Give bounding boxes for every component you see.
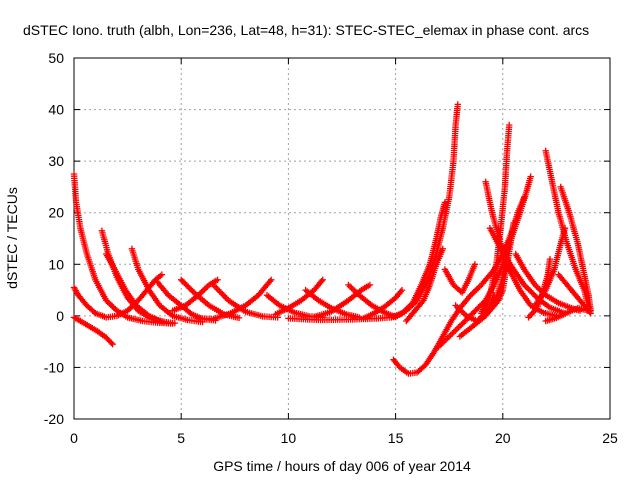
x-tick-label: 20 bbox=[495, 430, 511, 446]
ticks: 0 5 10 15 20 25 -20 -10 0 10 20 30 40 50 bbox=[44, 50, 618, 446]
x-tick-label: 15 bbox=[388, 430, 404, 446]
data-series-markers bbox=[452, 292, 498, 325]
data-series-arc11 bbox=[195, 276, 275, 323]
data-series-arc20 bbox=[403, 245, 446, 325]
data-series-markers bbox=[388, 199, 449, 321]
plot-frame bbox=[73, 57, 611, 420]
data-series-markers bbox=[169, 276, 221, 314]
y-axis-label: dSTEC / TECUs bbox=[4, 187, 20, 289]
data-series-markers bbox=[103, 250, 174, 327]
y-tick-label: -10 bbox=[44, 359, 64, 375]
data-series-markers bbox=[195, 276, 275, 323]
data-series-markers bbox=[390, 194, 528, 377]
data-series-markers bbox=[557, 183, 594, 314]
y-tick-label: 30 bbox=[48, 153, 64, 169]
y-tick-label: 50 bbox=[48, 50, 64, 66]
data-series-arc28 bbox=[486, 219, 517, 314]
x-tick-label: 5 bbox=[177, 430, 185, 446]
data-layer bbox=[70, 101, 594, 377]
data-series-markers bbox=[478, 121, 513, 317]
x-tick-label: 25 bbox=[602, 430, 618, 446]
data-series-arc34 bbox=[557, 183, 594, 314]
data-series-arc1 bbox=[70, 170, 176, 327]
grid bbox=[74, 58, 610, 419]
chart-title: dSTEC Iono. truth (albh, Lon=236, Lat=48… bbox=[23, 22, 589, 38]
y-tick-label: 0 bbox=[56, 308, 64, 324]
data-series-markers bbox=[70, 314, 116, 348]
data-series-arc6 bbox=[128, 245, 206, 326]
data-series-arc21 bbox=[390, 194, 528, 377]
data-series-arc5 bbox=[103, 250, 174, 327]
x-tick-label: 0 bbox=[70, 430, 78, 446]
data-series-markers bbox=[70, 170, 176, 327]
data-series-arc35 bbox=[542, 304, 592, 325]
data-series-arc19 bbox=[388, 199, 449, 321]
x-tick-label: 10 bbox=[281, 430, 297, 446]
data-series-markers bbox=[542, 147, 592, 312]
data-series-markers bbox=[441, 261, 479, 296]
data-series-arc9 bbox=[169, 276, 221, 314]
data-series-arc32 bbox=[542, 147, 592, 312]
y-tick-label: 10 bbox=[48, 256, 64, 272]
data-series-markers bbox=[128, 245, 206, 326]
y-tick-label: -20 bbox=[44, 411, 64, 427]
data-series-arc29 bbox=[478, 121, 513, 317]
x-axis-label: GPS time / hours of day 006 of year 2014 bbox=[213, 458, 471, 474]
data-series-markers bbox=[531, 225, 569, 309]
data-series-arc24 bbox=[441, 261, 479, 296]
data-series-markers bbox=[542, 304, 592, 325]
data-series-markers bbox=[486, 219, 517, 314]
y-tick-label: 40 bbox=[48, 102, 64, 118]
y-tick-label: 20 bbox=[48, 205, 64, 221]
data-series-arc36 bbox=[531, 225, 569, 309]
data-series-arc25 bbox=[452, 292, 498, 325]
data-series-arc3 bbox=[70, 314, 116, 348]
data-series-markers bbox=[403, 245, 446, 325]
